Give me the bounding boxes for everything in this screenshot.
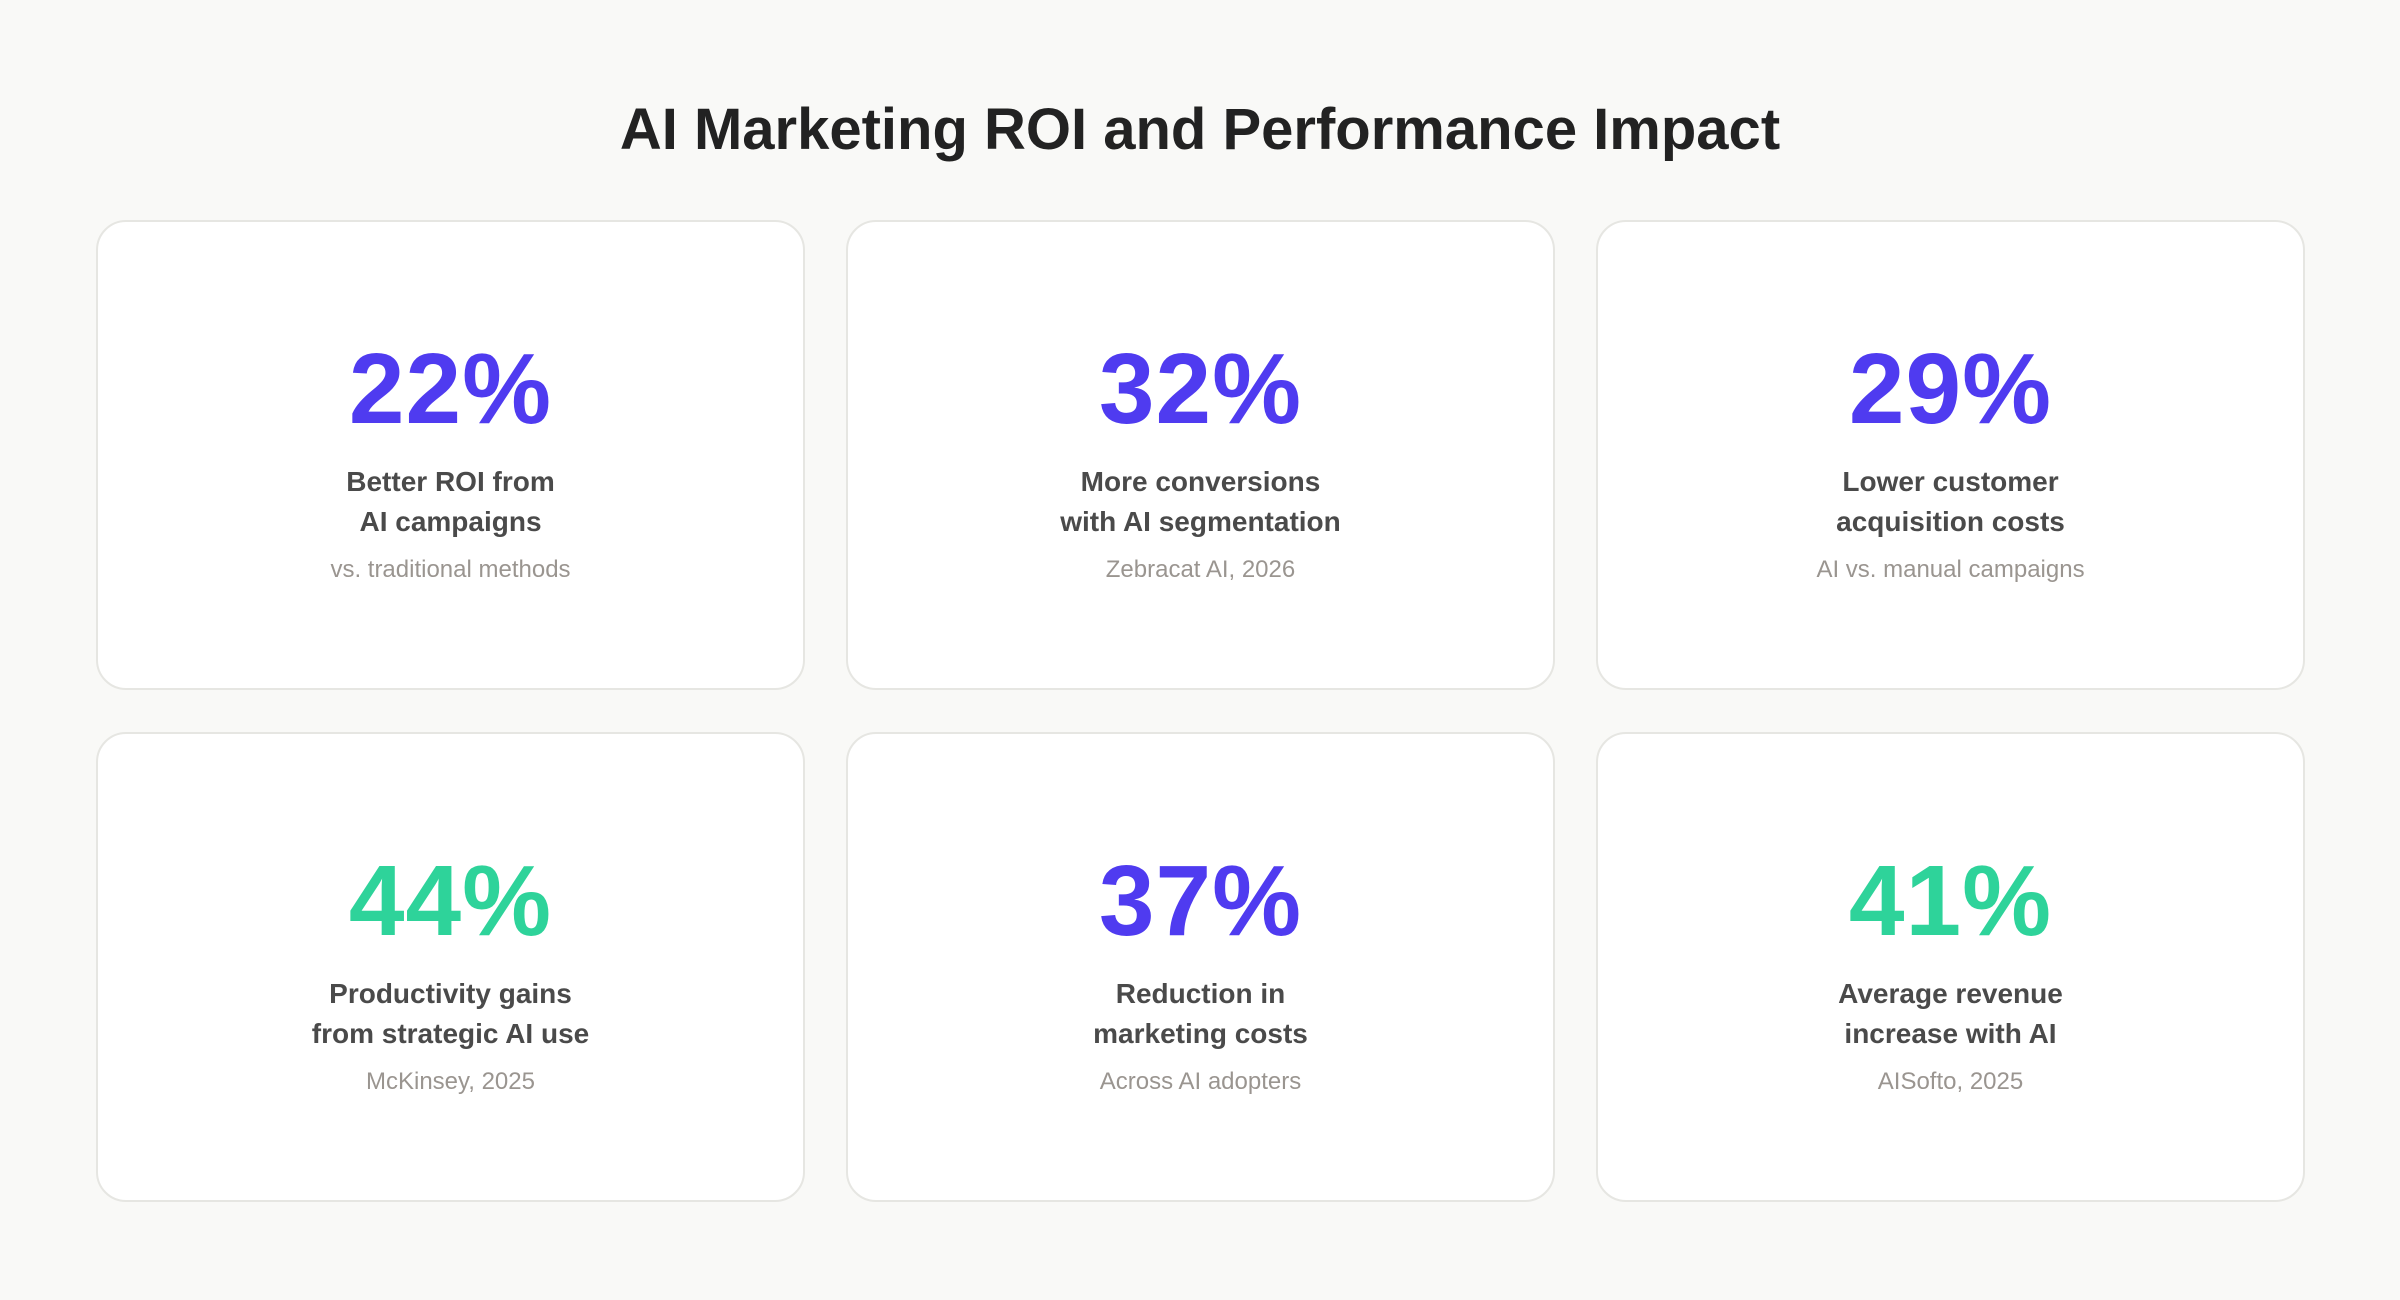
stat-label-line: Better ROI from xyxy=(346,466,555,497)
stat-card: 44% Productivity gains from strategic AI u… xyxy=(96,732,805,1202)
stat-value: 22% xyxy=(348,333,553,445)
stat-label: Lower customer acquisition costs xyxy=(1598,462,2303,542)
stat-label: Productivity gains from strategic AI use xyxy=(98,974,803,1054)
stat-label-line: AI campaigns xyxy=(359,506,542,537)
stat-card: 29% Lower customer acquisition costs AI vs.… xyxy=(1596,220,2305,690)
stat-label-line: More conversions xyxy=(1080,466,1321,497)
stat-card: 32% More conversions with AI segmentation Z… xyxy=(846,220,1555,690)
stat-label-line: acquisition costs xyxy=(1836,506,2065,537)
stat-source: Across AI adopters xyxy=(1099,1068,1302,1095)
stat-source: vs. traditional methods xyxy=(330,556,571,583)
stat-value: 44% xyxy=(348,845,553,957)
stat-label-line: increase with AI xyxy=(1844,1018,2057,1049)
stat-label: Better ROI from AI campaigns xyxy=(98,462,803,542)
stat-label-line: Productivity gains xyxy=(329,978,572,1009)
stat-value: 41% xyxy=(1848,845,2053,957)
stat-label-line: from strategic AI use xyxy=(311,1018,590,1049)
stat-label-line: marketing costs xyxy=(1093,1018,1308,1049)
stat-source: AISofto, 2025 xyxy=(1877,1068,2024,1095)
stat-source: McKinsey, 2025 xyxy=(366,1068,535,1095)
stat-label: Reduction in marketing costs xyxy=(848,974,1553,1054)
stat-label-line: Reduction in xyxy=(1115,978,1286,1009)
stat-label: More conversions with AI segmentation xyxy=(848,462,1553,542)
page-title: AI Marketing ROI and Performance Impact xyxy=(619,97,1781,162)
stat-label-line: with AI segmentation xyxy=(1060,506,1341,537)
stat-card: 41% Average revenue increase with AI AISoft… xyxy=(1596,732,2305,1202)
stat-value: 29% xyxy=(1848,333,2053,445)
stat-value: 32% xyxy=(1098,333,1303,445)
stat-label: Average revenue increase with AI xyxy=(1598,974,2303,1054)
stat-card: 22% Better ROI from AI campaigns vs. tradit… xyxy=(96,220,805,690)
stat-label-line: Lower customer xyxy=(1842,466,2059,497)
stat-value: 37% xyxy=(1098,845,1303,957)
card-grid: 22% Better ROI from AI campaigns vs. tradit… xyxy=(96,220,2305,1202)
stat-card: 37% Reduction in marketing costs Across AI … xyxy=(846,732,1555,1202)
stat-source: Zebracat AI, 2026 xyxy=(1105,556,1296,583)
stat-label-line: Average revenue xyxy=(1838,978,2063,1009)
stat-source: AI vs. manual campaigns xyxy=(1816,556,2085,583)
